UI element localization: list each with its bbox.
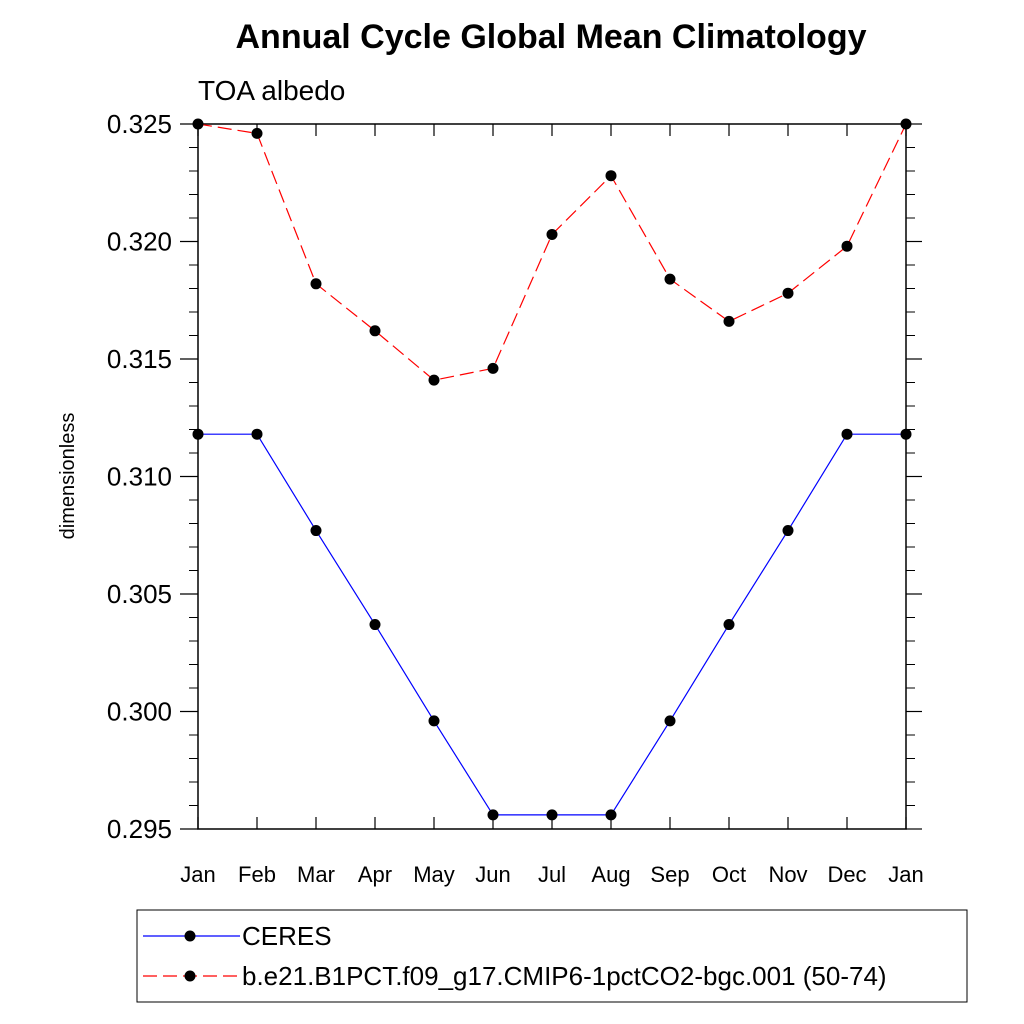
series-0-point [428,715,440,727]
series-0-point [782,525,794,537]
chart-subtitle: TOA albedo [198,75,345,106]
x-tick-label: Oct [712,862,746,887]
series-0-point [369,619,381,631]
x-tick-label: Nov [768,862,807,887]
y-tick-label: 0.300 [107,697,172,727]
legend-label-model: b.e21.B1PCT.f09_g17.CMIP6-1pctCO2-bgc.00… [242,961,887,991]
legend-marker-ceres [184,930,196,942]
series-0-point [605,809,617,821]
y-tick-label: 0.305 [107,579,172,609]
y-axis-label: dimensionless [57,413,79,540]
series-0-point [664,715,676,727]
series-0-point [900,428,912,440]
series-1-point [723,315,735,327]
x-tick-label: Feb [238,862,276,887]
x-tick-label: Jul [538,862,566,887]
x-tick-label: Apr [358,862,392,887]
x-tick-label: Dec [827,862,866,887]
y-tick-label: 0.310 [107,462,172,492]
x-tick-label: Sep [650,862,689,887]
series-1-point [428,374,440,386]
x-tick-label: Mar [297,862,335,887]
series-1-point [251,127,263,139]
series-1-point [664,273,676,285]
series-1-point [900,118,912,130]
legend-label-ceres: CERES [242,921,332,951]
series-1-point [546,228,558,240]
series-0-point [841,428,853,440]
series-1-point [782,287,794,299]
y-tick-label: 0.295 [107,814,172,844]
series-0-point [546,809,558,821]
series-1-point [487,362,499,374]
series-1-point [369,325,381,337]
y-tick-label: 0.320 [107,227,172,257]
y-tick-label: 0.325 [107,109,172,139]
y-tick-label: 0.315 [107,344,172,374]
x-tick-label: Aug [591,862,630,887]
series-line-0 [198,433,906,816]
series-1-point [841,240,853,252]
series-1-point [310,278,322,290]
x-tick-label: Jan [888,862,923,887]
x-tick-label: May [413,862,455,887]
series-1-point [605,170,617,182]
x-tick-label: Jun [475,862,510,887]
x-tick-label: Jan [180,862,215,887]
legend-box [136,909,968,1003]
series-line-1 [197,123,907,381]
chart-title: Annual Cycle Global Mean Climatology [236,18,867,56]
legend: CERES b.e21.B1PCT.f09_g17.CMIP6-1pctCO2-… [136,909,968,1003]
series-0-point [723,619,735,631]
series-0-point [310,525,322,537]
legend-marker-model [184,970,196,982]
series-0-point [251,428,263,440]
series-1-point [192,118,204,130]
series-0-point [487,809,499,821]
series-0-point [192,428,204,440]
